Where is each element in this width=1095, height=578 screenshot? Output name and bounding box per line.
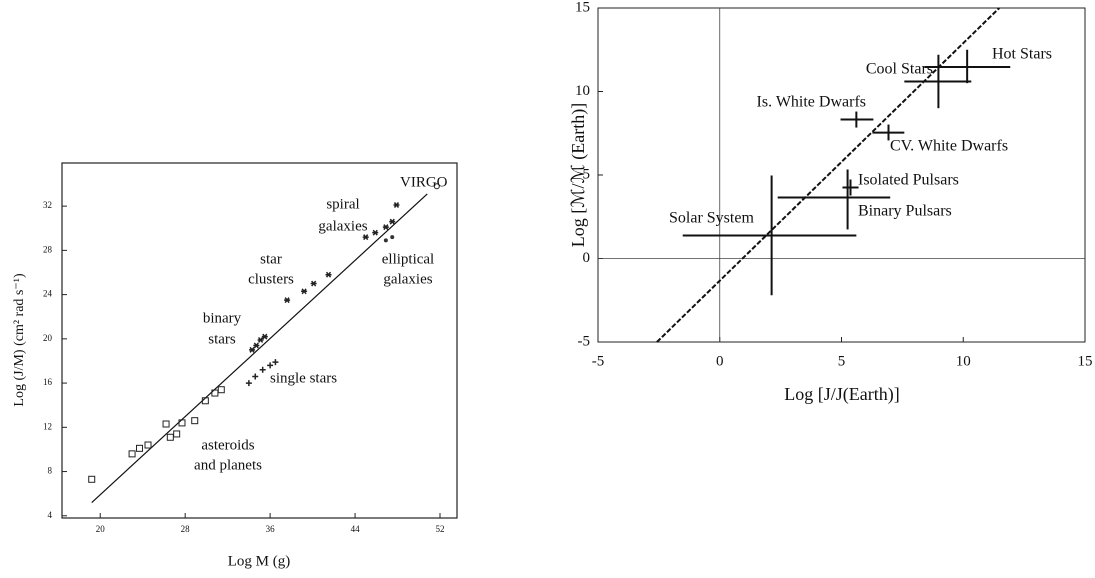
annotation: stars [208,331,236,347]
plot-frame [61,162,458,519]
point [261,333,268,340]
point [433,183,440,190]
point [372,229,379,236]
point [144,441,152,449]
x-tick-label: -5 [592,353,605,369]
y-tick-label: 8 [48,466,53,476]
x-tick-label: 15 [1078,353,1093,369]
x-axis-label: Log M (g) [228,553,291,569]
point [393,202,400,208]
point [201,397,209,405]
annotation: Cool Stars [866,61,933,78]
y-tick-label: 10 [575,83,590,99]
annotation: and planets [194,457,262,473]
annotation: single stars [270,370,337,386]
annotation: Is. White Dwarfs [757,94,866,111]
x-tick-label: 44 [351,524,361,534]
annotation: Binary Pulsars [858,203,952,220]
annotation: star [260,251,282,267]
point [383,238,388,243]
point [252,373,259,380]
y-axis-label: Log (J/M) (cm² rad s⁻¹) [12,273,27,407]
point [267,362,274,369]
point [382,224,389,231]
point [191,417,199,425]
point [259,366,266,373]
point [310,280,317,287]
point [301,288,308,295]
annotation: VIRGO [400,174,448,190]
annotation: CV. White Dwarfs [890,138,1008,155]
y-tick-label: 15 [575,0,590,15]
point [253,342,260,349]
y-tick-label: 32 [43,200,52,210]
point [166,433,174,441]
annotation: binary [203,310,242,326]
point [245,380,252,387]
y-tick-label: -5 [578,333,591,349]
x-tick-label: 28 [181,524,191,534]
point [136,444,144,452]
annotation: elliptical [382,251,434,267]
y-tick-label: 0 [583,250,591,266]
point [173,430,181,438]
x-tick-label: 10 [956,353,971,369]
y-tick-label: 5 [583,166,591,182]
point [390,235,395,240]
x-tick-label: 5 [838,353,846,369]
point [389,218,396,225]
x-tick-label: 20 [96,524,106,534]
annotation: Isolated Pulsars [858,172,959,189]
x-tick-label: 36 [266,524,276,534]
y-axis-label: Log [ℳ/ℳ (Earth)] [568,103,589,247]
annotation: asteroids [201,437,254,453]
point [272,359,279,366]
y-tick-label: 20 [43,333,53,343]
point [162,420,170,428]
fit-line [91,193,428,503]
point [257,336,264,343]
y-tick-label: 12 [43,421,52,431]
y-tick-label: 16 [43,377,53,387]
point [362,234,369,241]
point [284,297,291,304]
annotation: clusters [248,271,294,287]
fit-line [656,7,1000,343]
point [88,475,96,483]
point [217,386,225,394]
x-tick-label: 0 [716,353,724,369]
point [178,419,186,427]
y-tick-label: 28 [43,244,53,254]
point [128,450,136,458]
annotation: spiral [326,196,359,212]
y-tick-label: 24 [43,289,53,299]
annotation: Hot Stars [992,46,1052,63]
point [249,346,256,353]
annotation: galaxies [383,271,432,287]
x-tick-label: 52 [436,524,445,534]
annotation: galaxies [318,218,367,234]
annotation: Solar System [669,210,754,227]
y-tick-label: 4 [48,510,53,520]
x-axis-label: Log [J/J(Earth)] [784,384,899,405]
point [325,271,332,278]
